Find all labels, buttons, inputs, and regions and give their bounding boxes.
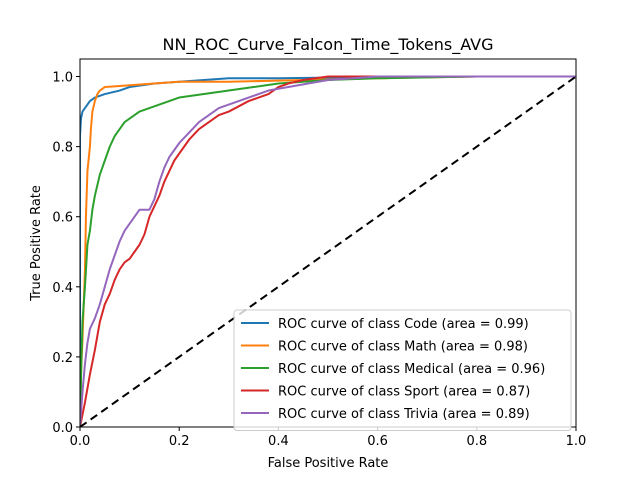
legend-entry: ROC curve of class Math (area = 0.98) xyxy=(278,340,528,355)
legend-entry: ROC curve of class Medical (area = 0.96) xyxy=(278,362,545,377)
axis-ticks: 0.0 0.2 0.4 0.6 0.8 1.0 0.0 0.2 0.4 0.6 0.8 1.0 xyxy=(52,71,586,449)
series-lines xyxy=(80,75,576,427)
roc-line-series-4 xyxy=(80,75,576,427)
legend-entry: ROC curve of class Trivia (area = 0.89) xyxy=(278,407,530,422)
legend-entry: ROC curve of class Sport (area = 0.87) xyxy=(278,385,530,400)
roc-line-series-2 xyxy=(80,75,576,427)
y-tick-label: 1.0 xyxy=(52,71,73,86)
y-tick-label: 0.6 xyxy=(52,211,73,226)
x-tick-label: 0.6 xyxy=(367,434,388,449)
legend-entry: ROC curve of class Code (area = 0.99) xyxy=(278,317,529,332)
legend: ROC curve of class Code (area = 0.99) ROC… xyxy=(233,309,572,431)
y-tick-label: 0.4 xyxy=(52,281,73,296)
y-tick-label: 0.0 xyxy=(52,421,73,436)
x-axis-label: False Positive Rate xyxy=(268,456,389,471)
x-tick-label: 0.4 xyxy=(268,434,289,449)
plot-area xyxy=(79,58,577,428)
x-tick-label: 0.2 xyxy=(169,434,190,449)
chart-title: NN_ROC_Curve_Falcon_Time_Tokens_AVG xyxy=(162,35,493,55)
y-axis-label: True Positive Rate xyxy=(29,185,44,302)
x-tick-label: 1.0 xyxy=(566,434,587,449)
y-tick-label: 0.2 xyxy=(52,351,73,366)
roc-line-series-3 xyxy=(80,75,576,427)
y-tick-label: 0.8 xyxy=(52,141,73,156)
x-tick-label: 0.0 xyxy=(70,434,91,449)
legend-box xyxy=(233,309,572,431)
diagonal-reference-line xyxy=(80,75,576,427)
x-tick-label: 0.8 xyxy=(466,434,487,449)
